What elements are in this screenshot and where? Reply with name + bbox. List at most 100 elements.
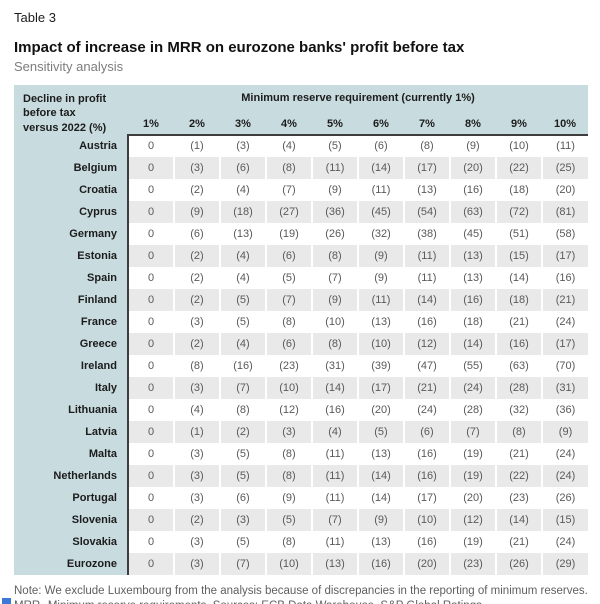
row-label: Greece bbox=[14, 332, 128, 355]
cell-value: (18) bbox=[219, 200, 266, 223]
cell-value: (20) bbox=[449, 486, 496, 509]
row-label: Belgium bbox=[14, 156, 128, 179]
cell-value: (10) bbox=[357, 332, 404, 355]
cell-value: (22) bbox=[495, 156, 542, 179]
cell-value: (27) bbox=[265, 200, 312, 223]
cell-value: (14) bbox=[311, 376, 358, 399]
cell-value: (24) bbox=[403, 398, 450, 421]
cell-value: (2) bbox=[173, 288, 220, 311]
cell-value: (5) bbox=[219, 530, 266, 553]
column-header-4pct: 4% bbox=[266, 113, 312, 136]
cell-value: (8) bbox=[173, 354, 220, 377]
cell-value: (21) bbox=[495, 442, 542, 465]
column-header-1pct: 1% bbox=[128, 113, 174, 136]
cell-value: (58) bbox=[540, 222, 589, 245]
cell-value: (5) bbox=[265, 266, 312, 289]
logo-corner-mark bbox=[2, 598, 11, 604]
cell-value: (28) bbox=[449, 398, 496, 421]
cell-value: 0 bbox=[127, 134, 174, 157]
table-number-label: Table 3 bbox=[14, 10, 56, 25]
cell-value: 0 bbox=[127, 178, 174, 201]
cell-value: (9) bbox=[173, 200, 220, 223]
cell-value: (24) bbox=[449, 376, 496, 399]
cell-value: (16) bbox=[219, 354, 266, 377]
cell-value: (3) bbox=[173, 464, 220, 487]
row-label: Italy bbox=[14, 376, 128, 399]
table-row-greece: Greece 0 (2) (4) (6) (8) (10) (12) (14) (16) (17) bbox=[14, 332, 589, 355]
cell-value: (9) bbox=[357, 508, 404, 531]
cell-value: (15) bbox=[540, 508, 589, 531]
cell-value: (10) bbox=[265, 552, 312, 575]
cell-value: (13) bbox=[449, 266, 496, 289]
cell-value: (5) bbox=[219, 310, 266, 333]
cell-value: (8) bbox=[311, 332, 358, 355]
cell-value: (72) bbox=[495, 200, 542, 223]
cell-value: (45) bbox=[357, 200, 404, 223]
cell-value: (18) bbox=[449, 310, 496, 333]
cell-value: (8) bbox=[265, 442, 312, 465]
cell-value: (8) bbox=[311, 244, 358, 267]
cell-value: (20) bbox=[540, 178, 589, 201]
cell-value: (9) bbox=[449, 134, 496, 157]
cell-value: (47) bbox=[403, 354, 450, 377]
table-row-ireland: Ireland 0 (8) (16) (23) (31) (39) (47) (55) (63)(… bbox=[14, 354, 589, 377]
table-row-lithuania: Lithuania 0 (4) (8) (12) (16) (20) (24) (28) (32)… bbox=[14, 398, 589, 421]
row-label: Ireland bbox=[14, 354, 128, 377]
cell-value: (11) bbox=[357, 288, 404, 311]
table-row-france: France 0 (3) (5) (8) (10) (13) (16) (18) (21) (24) bbox=[14, 310, 589, 333]
cell-value: (5) bbox=[219, 464, 266, 487]
cell-value: (70) bbox=[540, 354, 589, 377]
table-body: Austria 0 (1) (3) (4) (5) (6) (8) (9) (10) (11) Bel… bbox=[14, 134, 589, 575]
cell-value: (39) bbox=[357, 354, 404, 377]
cell-value: (10) bbox=[403, 508, 450, 531]
cell-value: (31) bbox=[311, 354, 358, 377]
cell-value: (6) bbox=[357, 134, 404, 157]
cell-value: (12) bbox=[449, 508, 496, 531]
cell-value: (51) bbox=[495, 222, 542, 245]
cell-value: 0 bbox=[127, 332, 174, 355]
cell-value: (23) bbox=[495, 486, 542, 509]
cell-value: (13) bbox=[449, 244, 496, 267]
cell-value: (12) bbox=[265, 398, 312, 421]
cell-value: (23) bbox=[265, 354, 312, 377]
cell-value: (2) bbox=[173, 178, 220, 201]
cell-value: (7) bbox=[311, 508, 358, 531]
cell-value: (4) bbox=[219, 332, 266, 355]
sensitivity-table: Decline in profit before tax versus 2022… bbox=[14, 85, 589, 575]
cell-value: (6) bbox=[403, 420, 450, 443]
cell-value: (2) bbox=[173, 244, 220, 267]
cell-value: (20) bbox=[449, 156, 496, 179]
cell-value: (21) bbox=[495, 530, 542, 553]
cell-value: (26) bbox=[495, 552, 542, 575]
cell-value: (11) bbox=[311, 156, 358, 179]
cell-value: (3) bbox=[219, 134, 266, 157]
cell-value: (16) bbox=[403, 310, 450, 333]
cell-value: (23) bbox=[449, 552, 496, 575]
cell-value: (10) bbox=[265, 376, 312, 399]
cell-value: (24) bbox=[540, 442, 589, 465]
column-header-10pct: 10% bbox=[542, 113, 589, 136]
cell-value: (6) bbox=[219, 156, 266, 179]
cell-value: (3) bbox=[173, 156, 220, 179]
cell-value: (13) bbox=[357, 310, 404, 333]
cell-value: (9) bbox=[311, 288, 358, 311]
table-row-finland: Finland 0 (2) (5) (7) (9) (11) (14) (16) (18) (21) bbox=[14, 288, 589, 311]
cell-value: 0 bbox=[127, 244, 174, 267]
cell-value: (17) bbox=[403, 156, 450, 179]
cell-value: (3) bbox=[173, 530, 220, 553]
cell-value: 0 bbox=[127, 398, 174, 421]
table-row-cyprus: Cyprus 0 (9) (18) (27) (36) (45) (54) (63) (72) (8… bbox=[14, 200, 589, 223]
table-title: Impact of increase in MRR on eurozone ba… bbox=[14, 39, 465, 56]
table-row-eurozone: Eurozone 0 (3) (7) (10) (13) (16) (20) (23) (26)(… bbox=[14, 552, 589, 575]
table-row-germany: Germany 0 (6) (13) (19) (26) (32) (38) (45) (51)(… bbox=[14, 222, 589, 245]
cell-value: (3) bbox=[173, 552, 220, 575]
cell-value: (12) bbox=[403, 332, 450, 355]
cell-value: 0 bbox=[127, 354, 174, 377]
row-label: Malta bbox=[14, 442, 128, 465]
cell-value: (6) bbox=[219, 486, 266, 509]
cell-value: 0 bbox=[127, 288, 174, 311]
row-label: Lithuania bbox=[14, 398, 128, 421]
cell-value: (17) bbox=[540, 244, 589, 267]
cell-value: (6) bbox=[265, 244, 312, 267]
cell-value: (4) bbox=[219, 266, 266, 289]
